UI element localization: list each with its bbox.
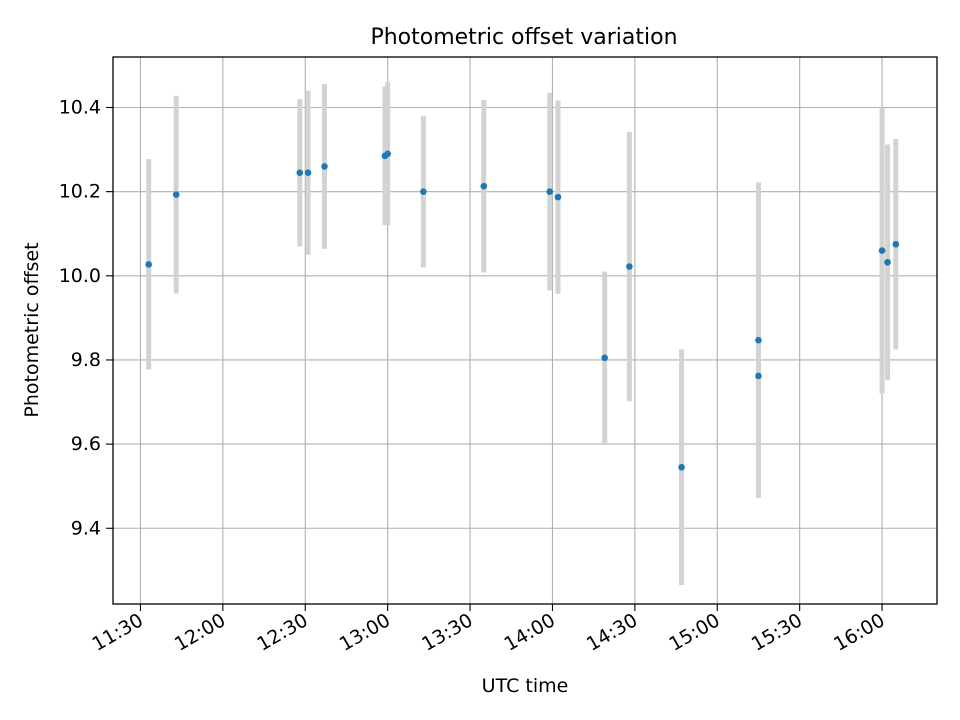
data-point — [296, 169, 304, 177]
data-point — [884, 259, 891, 266]
y-axis-ticks: 9.4 9.6 9.8 10.0 10.2 10.4 — [59, 96, 113, 539]
data-point — [546, 188, 554, 195]
data-point — [480, 182, 488, 190]
data-point — [678, 463, 685, 471]
data-point — [145, 261, 153, 268]
y-tick-label: 9.8 — [71, 349, 101, 371]
plot-frame — [112, 56, 938, 605]
data-point — [626, 263, 633, 270]
data-point — [304, 169, 312, 177]
data-point — [755, 372, 762, 380]
data-point — [892, 240, 900, 248]
data-point — [172, 191, 180, 198]
chart-title: Photometric offset variation — [370, 25, 677, 50]
y-tick-label: 10.2 — [59, 181, 101, 203]
y-tick-label: 10.0 — [59, 265, 101, 287]
data-point — [420, 188, 427, 195]
data-point — [384, 150, 391, 158]
data-points — [145, 150, 900, 471]
y-tick-label: 9.4 — [71, 517, 101, 539]
data-point — [554, 193, 562, 201]
data-point — [321, 163, 328, 170]
y-tick-label: 10.4 — [59, 96, 101, 118]
data-point — [601, 354, 608, 362]
y-axis-label: Photometric offset — [21, 242, 43, 417]
y-tick-label: 9.6 — [71, 433, 101, 455]
data-point — [755, 336, 762, 344]
x-axis-label: UTC time — [482, 675, 569, 697]
data-point — [878, 247, 886, 254]
